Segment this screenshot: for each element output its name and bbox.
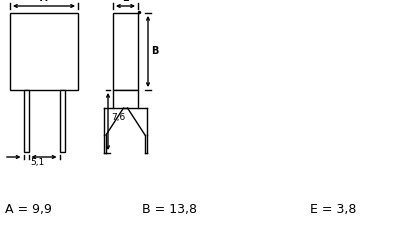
Bar xyxy=(113,90,138,108)
Bar xyxy=(60,90,64,152)
Text: E = 3,8: E = 3,8 xyxy=(310,203,356,216)
Text: E: E xyxy=(122,0,129,3)
Text: A: A xyxy=(40,0,48,3)
Text: A = 9,9: A = 9,9 xyxy=(5,203,52,216)
Text: 5,1: 5,1 xyxy=(30,158,45,167)
Bar xyxy=(24,90,28,152)
Text: B: B xyxy=(151,47,158,56)
Text: B = 13,8: B = 13,8 xyxy=(142,203,198,216)
Bar xyxy=(113,13,138,90)
Bar xyxy=(10,13,78,90)
Text: 7,6: 7,6 xyxy=(111,113,125,122)
